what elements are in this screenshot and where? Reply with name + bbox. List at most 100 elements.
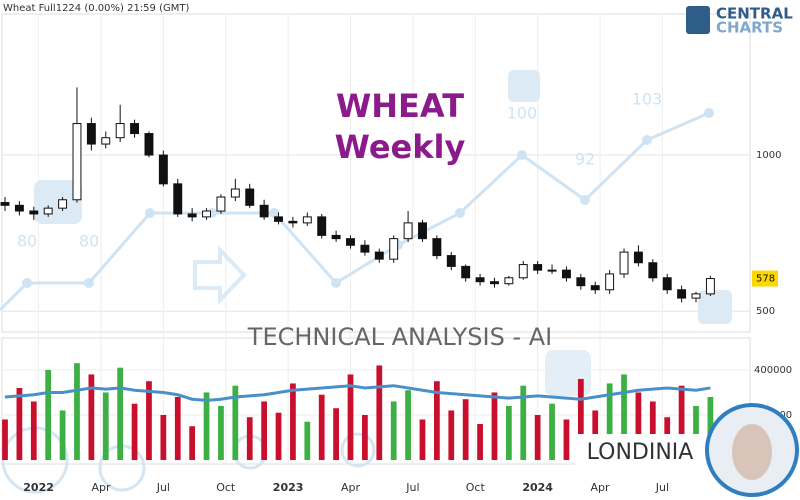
- watermark-subtitle: TECHNICAL ANALYSIS - AI: [247, 323, 552, 351]
- volume-bar: [30, 401, 37, 460]
- candle-body: [705, 278, 715, 295]
- volume-bar: [2, 419, 8, 460]
- candle-body: [418, 222, 427, 240]
- watermark-title: WHEAT: [336, 87, 464, 125]
- last-price-label: 578: [756, 274, 775, 285]
- avatar-face: [732, 424, 772, 480]
- x-tick-label: Jul: [655, 481, 669, 494]
- watermark-labels: 80 80 100 92 103: [17, 90, 662, 251]
- volume-bar: [491, 392, 498, 460]
- candle-body: [230, 188, 240, 198]
- candle-body: [43, 207, 53, 215]
- candle-body: [360, 244, 370, 253]
- volume-bar: [318, 394, 325, 460]
- candle-body: [86, 123, 96, 145]
- volume-bar: [160, 414, 167, 460]
- plot-layer: 500 1000 2022 Apr Jul Oct 2023 Apr Jul Oct 2024 Apr…: [0, 87, 792, 494]
- volume-bar: [606, 383, 613, 460]
- x-tick-label: Oct: [216, 481, 236, 494]
- volume-bar: [59, 410, 66, 460]
- volume-bar: [218, 405, 224, 460]
- volume-bar: [462, 399, 469, 460]
- volume-bar: [448, 410, 455, 460]
- watermark-icon: [508, 70, 540, 102]
- candle-body: [288, 220, 298, 224]
- logo-text: CENTRAL: [716, 5, 793, 23]
- volume-bar: [117, 367, 124, 460]
- last-price-box: [752, 270, 778, 287]
- header: Wheat Full1224 (0.00%) 21:59 (GMT): [3, 3, 189, 14]
- candle-body: [389, 238, 399, 260]
- volume-bar: [419, 419, 426, 460]
- candle-body: [14, 204, 24, 212]
- watermark-arrow: [193, 245, 247, 305]
- candle-body: [144, 133, 154, 156]
- volume-bar: [376, 365, 383, 460]
- candle-body: [590, 285, 600, 291]
- candle-body: [374, 251, 384, 260]
- brand: LONDINIA: [587, 440, 694, 465]
- candle-body: [187, 213, 197, 218]
- candle-body: [633, 251, 643, 264]
- volume-bar: [131, 403, 138, 460]
- candle-body: [619, 251, 629, 275]
- candle-body: [346, 238, 355, 246]
- volume-bar: [577, 378, 584, 460]
- watermark-label: 100: [507, 104, 538, 123]
- watermark-label: 80: [79, 232, 99, 251]
- volume-bar: [88, 374, 95, 460]
- price-panel: [1, 13, 751, 333]
- candle-body: [518, 264, 528, 279]
- candle-body: [274, 216, 283, 222]
- x-tick-label: Oct: [466, 481, 486, 494]
- candle-body: [245, 188, 255, 206]
- volume-bar: [621, 374, 627, 460]
- volume-bar: [290, 383, 296, 460]
- y-tick-label: 400000: [754, 365, 792, 376]
- candle-body: [259, 204, 269, 218]
- candle-body: [533, 264, 543, 271]
- volume-bar: [203, 392, 210, 460]
- candle-body: [605, 273, 615, 291]
- candle-body: [490, 281, 499, 285]
- volume-bar: [678, 385, 685, 460]
- candle-body: [403, 222, 413, 240]
- candle-body: [662, 277, 672, 291]
- volume-bar: [189, 426, 196, 460]
- candle-body: [691, 293, 701, 299]
- volume-bar: [347, 374, 354, 460]
- candle-body: [0, 202, 10, 206]
- x-tick-label: Apr: [341, 481, 361, 494]
- volume-bar: [505, 405, 512, 460]
- candle-body: [58, 199, 68, 209]
- volume-bar: [174, 396, 181, 460]
- x-tick-label: 2023: [273, 481, 304, 494]
- x-tick-label: 2022: [23, 481, 54, 494]
- candle-body: [561, 269, 571, 279]
- candle-body: [331, 234, 341, 240]
- y-tick-label: 500: [756, 306, 775, 317]
- volume-bar: [635, 392, 642, 460]
- candle-body: [72, 123, 82, 201]
- volume-bar: [434, 381, 440, 460]
- candle-body: [29, 210, 39, 215]
- candle-body: [202, 210, 212, 218]
- watermark-dots: [22, 108, 714, 288]
- candle-body: [446, 255, 456, 267]
- candle-body: [547, 269, 557, 272]
- candle-body: [461, 265, 471, 279]
- x-tick-label: 2024: [522, 481, 553, 494]
- volume-bar: [261, 401, 268, 460]
- logo-icon: [686, 6, 710, 34]
- candle-body: [130, 123, 140, 135]
- volume-bar: [649, 401, 656, 460]
- watermark-label: 92: [575, 150, 595, 169]
- volume-bar: [232, 385, 239, 460]
- volume-bar: [275, 412, 282, 460]
- volume-panel: [1, 337, 751, 465]
- candle-body: [648, 262, 658, 279]
- candle-body: [475, 277, 485, 283]
- candle-body: [677, 289, 687, 299]
- candle-body: [302, 216, 312, 224]
